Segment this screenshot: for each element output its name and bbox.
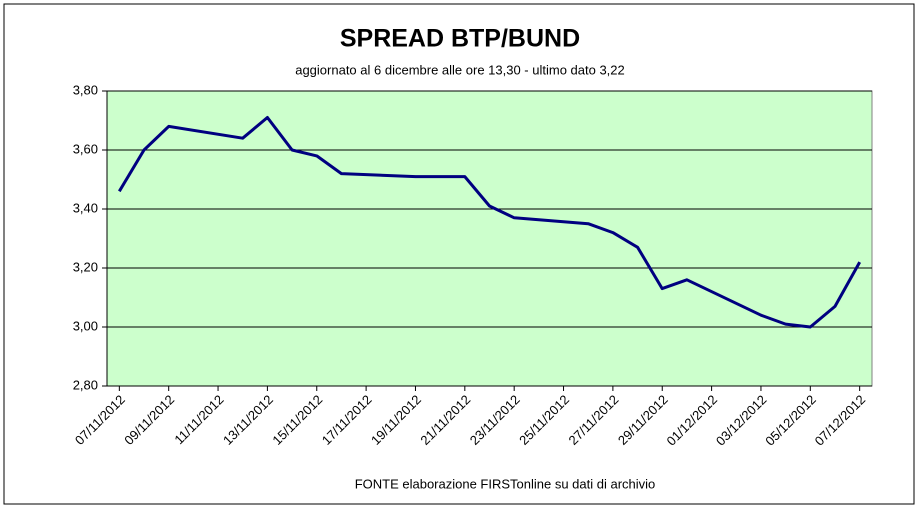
- y-tick-label: 3,60: [73, 141, 98, 156]
- chart-title: SPREAD BTP/BUND: [340, 25, 580, 53]
- y-tick-label: 2,80: [73, 377, 98, 392]
- chart-subtitle: aggiornato al 6 dicembre alle ore 13,30 …: [295, 62, 625, 77]
- y-tick-label: 3,80: [73, 82, 98, 97]
- plot-area: [106, 90, 873, 387]
- data-line: [118, 116, 862, 329]
- y-tick-label: 3,20: [73, 259, 98, 274]
- y-tick-label: 3,40: [73, 200, 98, 215]
- source-note: FONTE elaborazione FIRSTonline su dati d…: [355, 476, 656, 491]
- y-tick-label: 3,00: [73, 318, 98, 333]
